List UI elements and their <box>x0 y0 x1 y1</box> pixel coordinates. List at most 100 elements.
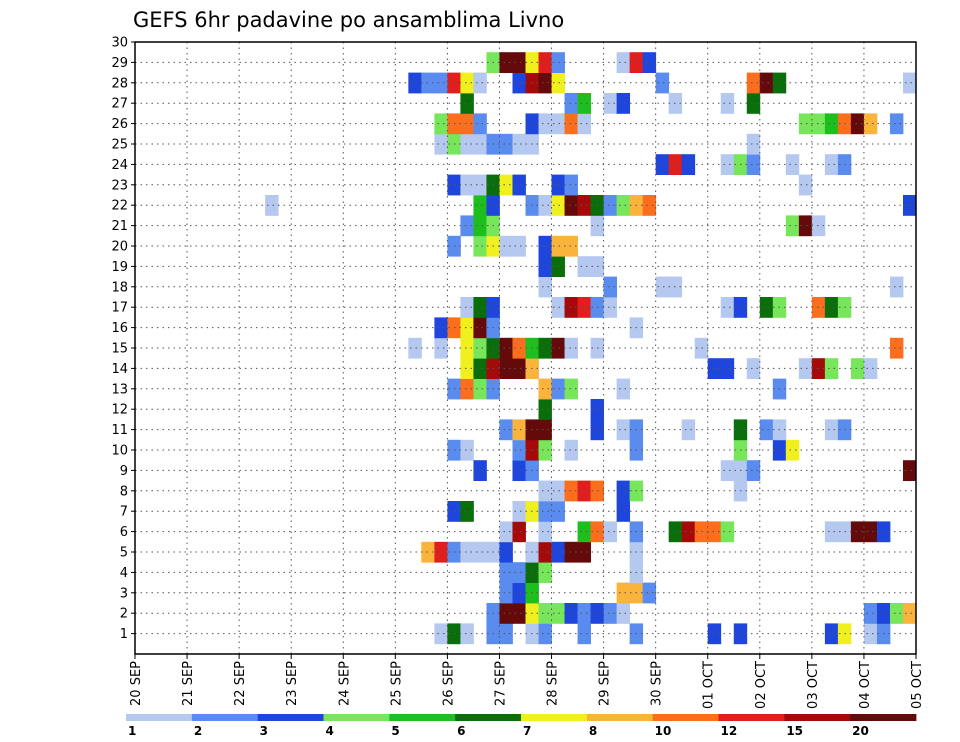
heatmap-cell <box>499 541 513 563</box>
x-tick-label: 05 OCT <box>910 661 925 709</box>
heatmap-cell <box>603 521 618 543</box>
heatmap-cell <box>577 297 591 318</box>
colorbar-label: 15 <box>786 724 803 738</box>
heatmap-cell <box>512 358 526 379</box>
heatmap-cell <box>551 603 565 624</box>
y-tick-label: 2 <box>120 607 128 622</box>
heatmap-cell <box>720 460 735 481</box>
heatmap-cell <box>512 521 526 543</box>
heatmap-cell <box>538 603 552 624</box>
heatmap-cell <box>564 337 578 359</box>
heatmap-cell <box>577 521 591 543</box>
heatmap-cell <box>499 419 513 441</box>
heatmap-cell <box>538 562 552 583</box>
heatmap-cell <box>512 439 526 461</box>
heatmap-cell <box>538 276 552 298</box>
colorbar: 1 2 3 4 5 6 7 8 10 12 15 20 <box>126 714 917 738</box>
heatmap-cell <box>551 235 565 257</box>
heatmap-cell <box>616 582 631 604</box>
heatmap-cell <box>460 439 474 461</box>
heatmap-cell <box>642 52 657 73</box>
heatmap-cell <box>759 297 774 318</box>
colorbar-label: 6 <box>457 724 465 738</box>
heatmap-cell <box>421 72 435 94</box>
heatmap-cell <box>473 215 487 237</box>
heatmap-cell <box>577 113 591 135</box>
heatmap-cell <box>863 358 878 379</box>
heatmap-cell <box>499 562 513 583</box>
heatmap-cell <box>551 480 565 502</box>
heatmap-cell <box>616 378 631 400</box>
heatmap-cell <box>512 501 526 522</box>
heatmap-cell <box>746 133 761 155</box>
heatmap-cell <box>746 460 761 481</box>
heatmap-cell <box>473 378 487 400</box>
heatmap-cell <box>564 195 578 216</box>
heatmap-cell <box>538 52 552 73</box>
heatmap-cell <box>473 195 487 216</box>
heatmap-cell <box>746 72 761 94</box>
heatmap-cell <box>538 256 552 277</box>
x-tick-label: 24 SEP <box>337 661 352 706</box>
heatmap-cell <box>564 174 578 196</box>
heatmap-cell <box>408 337 422 359</box>
x-tick-label: 26 SEP <box>441 661 456 706</box>
y-axis-ticks: 1234567891011121314151617181920212223242… <box>111 36 135 642</box>
heatmap-cell <box>603 195 618 216</box>
heatmap-cell <box>681 154 696 175</box>
heatmap-cell <box>538 399 552 420</box>
heatmap-cell <box>798 215 813 237</box>
heatmap-cell <box>460 133 474 155</box>
x-axis-ticks: 20 SEP 21 SEP 22 SEP 23 SEP 24 SEP 25 SEP 26 S… <box>129 654 925 709</box>
heatmap-cell <box>824 623 839 645</box>
heatmap-cell <box>824 358 839 379</box>
heatmap-cell <box>434 317 448 339</box>
heatmap-cell <box>473 460 487 481</box>
y-tick-label: 23 <box>111 178 128 193</box>
heatmap-cell <box>707 521 722 543</box>
colorbar-swatch <box>389 714 456 721</box>
x-tick-label: 23 SEP <box>285 661 300 706</box>
y-tick-label: 16 <box>111 321 128 336</box>
heatmap-cell <box>824 419 839 441</box>
heatmap-cell <box>642 582 657 604</box>
heatmap-cell <box>551 113 565 135</box>
heatmap-cell <box>902 603 917 624</box>
heatmap-cells <box>265 52 917 645</box>
heatmap-cell <box>473 235 487 257</box>
heatmap-cell <box>538 235 552 257</box>
colorbar-label: 4 <box>326 724 334 738</box>
heatmap-cell <box>811 113 826 135</box>
colorbar-swatch <box>784 714 851 721</box>
x-tick-label: 21 SEP <box>181 661 196 706</box>
heatmap-cell <box>408 72 422 94</box>
y-tick-label: 1 <box>120 627 128 642</box>
heatmap-cell <box>460 623 474 645</box>
chart-grid <box>135 41 916 654</box>
heatmap-cell <box>798 174 813 196</box>
heatmap-cell <box>499 623 513 645</box>
y-tick-label: 14 <box>111 362 128 377</box>
heatmap-cell <box>460 72 474 94</box>
x-tick-label: 20 SEP <box>129 661 144 706</box>
x-tick-label: 02 OCT <box>754 661 769 709</box>
heatmap-cell <box>889 603 904 624</box>
heatmap-cell <box>460 317 474 339</box>
y-tick-label: 25 <box>111 138 128 153</box>
heatmap-cell <box>499 337 513 359</box>
heatmap-cell <box>577 93 591 114</box>
heatmap-cell <box>564 93 578 114</box>
heatmap-cell <box>577 480 591 502</box>
heatmap-cell <box>460 337 474 359</box>
heatmap-cell <box>499 133 513 155</box>
y-tick-label: 17 <box>111 301 128 316</box>
heatmap-cell <box>720 358 735 379</box>
y-tick-label: 21 <box>111 219 128 234</box>
colorbar-swatch <box>126 714 193 721</box>
heatmap-cell <box>603 297 618 318</box>
y-tick-label: 7 <box>120 505 128 520</box>
heatmap-cell <box>616 480 631 502</box>
heatmap-cell <box>824 113 839 135</box>
y-tick-label: 24 <box>111 158 128 173</box>
heatmap-cell <box>655 72 670 94</box>
